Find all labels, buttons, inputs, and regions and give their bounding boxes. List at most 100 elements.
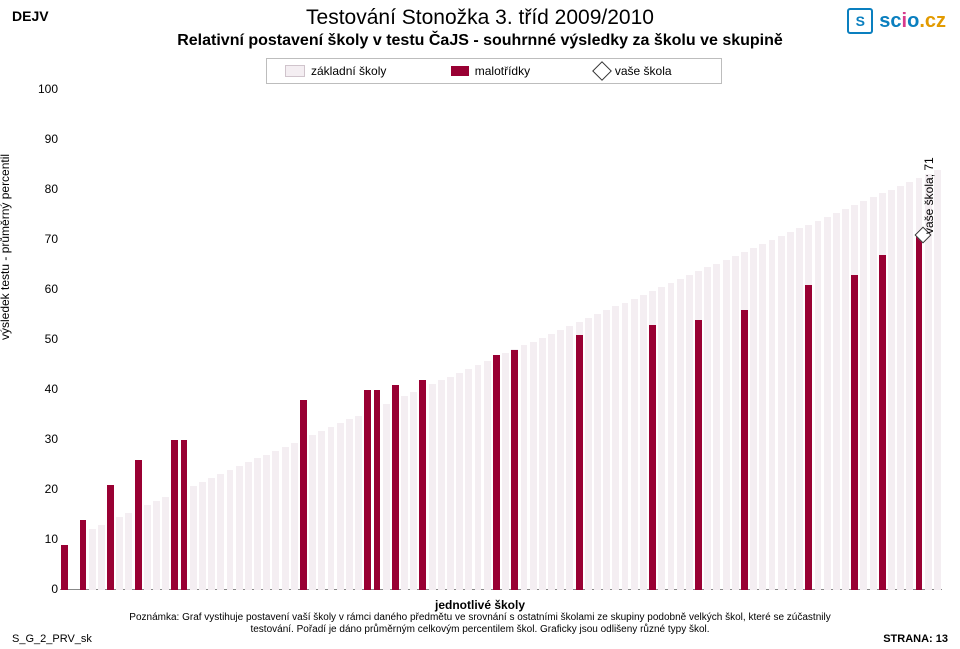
bar-zs — [291, 443, 298, 590]
bar-zs — [328, 427, 335, 590]
bar-zs — [521, 345, 528, 590]
y-tick-label: 50 — [34, 332, 58, 346]
bar-zs — [530, 342, 537, 590]
logo-text-sc: sc — [879, 10, 901, 32]
bar-zs — [704, 267, 711, 590]
logo-box-icon: S — [847, 8, 873, 34]
y-axis-label: výsledek testu - průměrný percentil — [0, 154, 12, 340]
legend-item-vs: vaše škola — [577, 64, 721, 78]
legend-label-mt: malotřídky — [475, 64, 530, 78]
bar-mt — [493, 355, 500, 590]
bar-zs — [227, 470, 234, 590]
legend-swatch-mt — [451, 66, 469, 76]
bar-zs — [622, 303, 629, 590]
bar-zs — [355, 416, 362, 590]
bar-mt — [392, 385, 399, 590]
bar-zs — [438, 380, 445, 590]
legend-swatch-vs — [592, 61, 612, 81]
bar-zs — [548, 334, 555, 590]
bar-zs — [585, 318, 592, 590]
bar-zs — [640, 295, 647, 590]
bar-zs — [787, 232, 794, 590]
bar-zs — [778, 236, 785, 590]
y-tick-label: 90 — [34, 132, 58, 146]
bar-zs — [401, 396, 408, 590]
bar-zs — [318, 431, 325, 590]
bar-mt — [576, 335, 583, 590]
bar-mt — [649, 325, 656, 590]
bar-zs — [686, 275, 693, 590]
legend-label-zs: základní školy — [311, 64, 386, 78]
bar-mt — [107, 485, 114, 590]
bar-zs — [337, 423, 344, 590]
y-tick-label: 70 — [34, 232, 58, 246]
bar-zs — [796, 228, 803, 590]
bar-zs — [254, 458, 261, 590]
bar-mt — [511, 350, 518, 590]
x-axis-label: jednotlivé školy — [0, 598, 960, 612]
y-tick-label: 80 — [34, 182, 58, 196]
bar-zs — [824, 217, 831, 590]
bar-zs — [842, 209, 849, 590]
page-subtitle: Relativní postavení školy v testu ČaJS -… — [0, 32, 960, 50]
legend-item-zs: základní školy — [267, 64, 433, 78]
bar-zs — [566, 326, 573, 590]
logo-text-cz: cz — [925, 10, 946, 32]
bar-mt — [300, 400, 307, 590]
bar-zs — [456, 373, 463, 590]
your-school-label: vaše škola; 71 — [922, 157, 936, 234]
bar-zs — [199, 482, 206, 590]
legend-item-mt: malotřídky — [433, 64, 577, 78]
footnote: Poznámka: Graf vystihuje postavení vaší … — [120, 612, 840, 636]
bar-zs — [860, 201, 867, 590]
bar-mt — [695, 320, 702, 590]
bar-zs — [815, 221, 822, 590]
bar-zs — [870, 197, 877, 590]
bar-zs — [116, 517, 123, 590]
bar-zs — [263, 455, 270, 590]
bar-mt — [879, 255, 886, 590]
y-tick-label: 30 — [34, 432, 58, 446]
bar-mt — [916, 235, 923, 590]
bar-zs — [346, 419, 353, 590]
bar-zs — [612, 306, 619, 590]
plot-area: vaše škola; 71 — [60, 90, 942, 590]
bar-zs — [677, 279, 684, 590]
bar-zs — [410, 392, 417, 590]
y-tick-label: 0 — [34, 582, 58, 596]
bar-zs — [658, 287, 665, 590]
bar-mt — [61, 545, 68, 590]
y-tick-label: 10 — [34, 532, 58, 546]
bar-zs — [539, 338, 546, 590]
bar-mt — [851, 275, 858, 590]
bar-mt — [171, 440, 178, 590]
bar-zs — [723, 260, 730, 590]
bar-zs — [750, 248, 757, 590]
footer-page: STRANA: 13 — [883, 633, 948, 645]
bar-zs — [125, 513, 132, 590]
bar-zs — [236, 466, 243, 590]
bar-zs — [447, 377, 454, 590]
bar-mt — [135, 460, 142, 590]
bar-zs — [484, 361, 491, 590]
y-tick-label: 20 — [34, 482, 58, 496]
bar-mt — [181, 440, 188, 590]
logo-text-o: o — [907, 10, 919, 32]
bar-zs — [190, 486, 197, 590]
bar-mt — [364, 390, 371, 590]
bar-zs — [502, 353, 509, 590]
bar-zs — [732, 256, 739, 590]
bar-zs — [282, 447, 289, 590]
bar-mt — [374, 390, 381, 590]
page-title: Testování Stonožka 3. tříd 2009/2010 — [0, 6, 960, 30]
bar-zs — [833, 213, 840, 590]
bar-mt — [419, 380, 426, 590]
bar-mt — [80, 520, 87, 590]
bar-zs — [713, 264, 720, 590]
bar-zs — [208, 478, 215, 590]
bar-zs — [162, 497, 169, 590]
bar-zs — [98, 525, 105, 590]
bar-zs — [429, 384, 436, 590]
footer-code: S_G_2_PRV_sk — [12, 633, 92, 645]
scio-logo: S scio.cz — [847, 8, 946, 34]
